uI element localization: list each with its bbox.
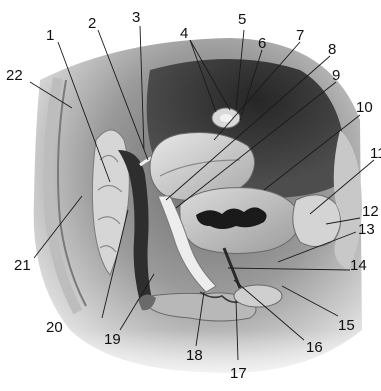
label-13: 13 — [358, 221, 375, 238]
label-7: 7 — [296, 27, 304, 44]
label-11: 11 — [370, 145, 381, 162]
leader-lines — [29, 25, 375, 361]
label-9: 9 — [332, 67, 340, 84]
label-3: 3 — [132, 9, 140, 26]
anterior-wall — [333, 130, 362, 270]
label-1: 1 — [46, 27, 54, 44]
label-12: 12 — [362, 203, 379, 220]
anus — [138, 294, 156, 311]
label-16: 16 — [306, 339, 323, 356]
label-5: 5 — [238, 11, 246, 28]
label-14: 14 — [350, 257, 367, 274]
uterus — [149, 132, 255, 201]
label-2: 2 — [88, 15, 96, 32]
label-8: 8 — [328, 41, 336, 58]
label-4: 4 — [180, 25, 188, 42]
labels: 1 2 3 4 5 6 7 8 9 10 11 12 13 14 15 16 1… — [6, 9, 381, 382]
rectum — [118, 150, 152, 302]
label-10: 10 — [356, 99, 373, 116]
label-15: 15 — [338, 317, 355, 334]
vagina — [157, 195, 217, 293]
label-19: 19 — [104, 331, 121, 348]
bladder-lumen — [196, 207, 267, 229]
label-20: 20 — [46, 319, 63, 336]
label-17: 17 — [230, 365, 247, 382]
labium — [233, 284, 283, 308]
label-22: 22 — [6, 67, 23, 84]
label-18: 18 — [186, 347, 203, 364]
spinal-column — [43, 77, 83, 315]
label-21: 21 — [14, 257, 31, 274]
label-6: 6 — [258, 35, 266, 52]
pubic-symphysis — [292, 194, 341, 247]
